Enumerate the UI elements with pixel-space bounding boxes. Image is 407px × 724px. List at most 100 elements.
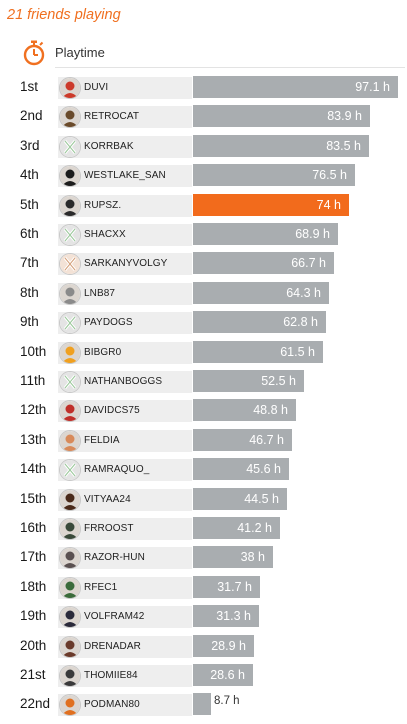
playtime-value: 44.5 h	[244, 492, 279, 506]
avatar[interactable]	[59, 283, 81, 305]
avatar[interactable]	[59, 195, 81, 217]
avatar[interactable]	[59, 547, 81, 569]
avatar[interactable]	[59, 400, 81, 422]
name-cell	[58, 518, 192, 540]
name-cell	[58, 636, 192, 658]
gamertag[interactable]: VITYAA24	[84, 494, 131, 505]
avatar[interactable]	[59, 253, 81, 275]
rank-label: 14th	[20, 461, 47, 476]
leaderboard-row[interactable]: 20th DRENADAR 28.9 h	[0, 635, 407, 659]
gamertag[interactable]: RUPSZ.	[84, 200, 122, 211]
gamertag[interactable]: PAYDOGS	[84, 317, 133, 328]
rank-label: 19th	[20, 608, 47, 623]
gamertag[interactable]: DAVIDCS75	[84, 405, 140, 416]
rank-label: 11th	[20, 373, 46, 388]
playtime-bar: 46.7 h	[193, 429, 292, 451]
leaderboard-row[interactable]: 5th RUPSZ. 74 h	[0, 194, 407, 218]
xbox-default-icon	[60, 254, 80, 274]
gamertag[interactable]: PODMAN80	[84, 699, 140, 710]
avatar[interactable]	[59, 518, 81, 540]
leaderboard-row[interactable]: 15th VITYAA24 44.5 h	[0, 488, 407, 512]
avatar[interactable]	[59, 430, 81, 452]
avatar[interactable]	[59, 489, 81, 511]
leaderboard-row[interactable]: 17th RAZOR-HUN 38 h	[0, 546, 407, 570]
avatar[interactable]	[59, 165, 81, 187]
avatar[interactable]	[59, 577, 81, 599]
gamertag[interactable]: FELDIA	[84, 435, 120, 446]
leaderboard-row[interactable]: 19th VOLFRAM42 31.3 h	[0, 605, 407, 629]
avatar[interactable]	[59, 136, 81, 158]
gamertag[interactable]: RFEC1	[84, 582, 118, 593]
playtime-bar: 97.1 h	[193, 76, 398, 98]
gamertag[interactable]: THOMIIE84	[84, 670, 138, 681]
gamertag[interactable]: SARKANYVOLGY	[84, 258, 168, 269]
avatar[interactable]	[59, 694, 81, 716]
name-cell	[58, 577, 192, 599]
leaderboard-row[interactable]: 22nd PODMAN80 8.7 h	[0, 693, 407, 717]
leaderboard-row[interactable]: 14th RAMRAQUO_ 45.6 h	[0, 458, 407, 482]
gamertag[interactable]: BIBGR0	[84, 347, 122, 358]
avatar[interactable]	[59, 312, 81, 334]
name-cell	[58, 547, 192, 569]
avatar[interactable]	[59, 606, 81, 628]
avatar[interactable]	[59, 224, 81, 246]
gamertag[interactable]: FRROOST	[84, 523, 134, 534]
gamertag[interactable]: SHACXX	[84, 229, 126, 240]
avatar[interactable]	[59, 106, 81, 128]
playtime-value: 48.8 h	[253, 403, 288, 417]
leaderboard-row[interactable]: 9th PAYDOGS 62.8 h	[0, 311, 407, 335]
leaderboard-row[interactable]: 6th SHACXX 68.9 h	[0, 223, 407, 247]
gamerpic-icon	[60, 666, 80, 686]
leaderboard-row[interactable]: 10th BIBGR0 61.5 h	[0, 341, 407, 365]
gamertag[interactable]: WESTLAKE_SAN	[84, 170, 166, 181]
leaderboard-row[interactable]: 8th LNB87 64.3 h	[0, 282, 407, 306]
rank-label: 8th	[20, 285, 39, 300]
gamertag[interactable]: RETROCAT	[84, 111, 140, 122]
leaderboard-row[interactable]: 12th DAVIDCS75 48.8 h	[0, 399, 407, 423]
rank-label: 3rd	[20, 138, 40, 153]
gamertag[interactable]: RAMRAQUO_	[84, 464, 150, 475]
rank-label: 17th	[20, 549, 47, 564]
gamerpic-icon	[60, 695, 80, 715]
gamertag[interactable]: NATHANBOGGS	[84, 376, 163, 387]
playtime-bar: 31.7 h	[193, 576, 260, 598]
leaderboard-row[interactable]: 11th NATHANBOGGS 52.5 h	[0, 370, 407, 394]
playtime-sort[interactable]: Playtime	[0, 38, 407, 68]
gamertag[interactable]: LNB87	[84, 288, 116, 299]
avatar[interactable]	[59, 342, 81, 364]
rank-label: 2nd	[20, 108, 43, 123]
gamertag[interactable]: VOLFRAM42	[84, 611, 145, 622]
leaderboard-row[interactable]: 2nd RETROCAT 83.9 h	[0, 105, 407, 129]
leaderboard-row[interactable]: 18th RFEC1 31.7 h	[0, 576, 407, 600]
avatar[interactable]	[59, 665, 81, 687]
playtime-value: 64.3 h	[286, 286, 321, 300]
leaderboard-row[interactable]: 16th FRROOST 41.2 h	[0, 517, 407, 541]
gamertag[interactable]: RAZOR-HUN	[84, 552, 145, 563]
gamerpic-icon	[60, 607, 80, 627]
leaderboard-row[interactable]: 4th WESTLAKE_SAN 76.5 h	[0, 164, 407, 188]
gamerpic-icon	[60, 166, 80, 186]
leaderboard-row[interactable]: 3rd KORRBAK 83.5 h	[0, 135, 407, 159]
name-cell	[58, 312, 192, 334]
avatar[interactable]	[59, 459, 81, 481]
sort-label: Playtime	[55, 45, 105, 60]
gamerpic-icon	[60, 519, 80, 539]
playtime-value: 28.6 h	[210, 668, 245, 682]
avatar[interactable]	[59, 371, 81, 393]
rank-label: 9th	[20, 314, 39, 329]
playtime-value: 38 h	[240, 550, 265, 564]
gamertag[interactable]: KORRBAK	[84, 141, 134, 152]
gamertag[interactable]: DUVI	[84, 82, 109, 93]
playtime-value: 61.5 h	[280, 345, 315, 359]
leaderboard-row[interactable]: 7th SARKANYVOLGY 66.7 h	[0, 252, 407, 276]
leaderboard-row[interactable]: 13th FELDIA 46.7 h	[0, 429, 407, 453]
leaderboard-row[interactable]: 1st DUVI 97.1 h	[0, 76, 407, 100]
leaderboard-row[interactable]: 21st THOMIIE84 28.6 h	[0, 664, 407, 688]
avatar[interactable]	[59, 77, 81, 99]
gamerpic-icon	[60, 78, 80, 98]
name-cell	[58, 665, 192, 687]
avatar[interactable]	[59, 636, 81, 658]
gamertag[interactable]: DRENADAR	[84, 641, 141, 652]
name-cell	[58, 253, 192, 275]
rank-label: 4th	[20, 167, 39, 182]
